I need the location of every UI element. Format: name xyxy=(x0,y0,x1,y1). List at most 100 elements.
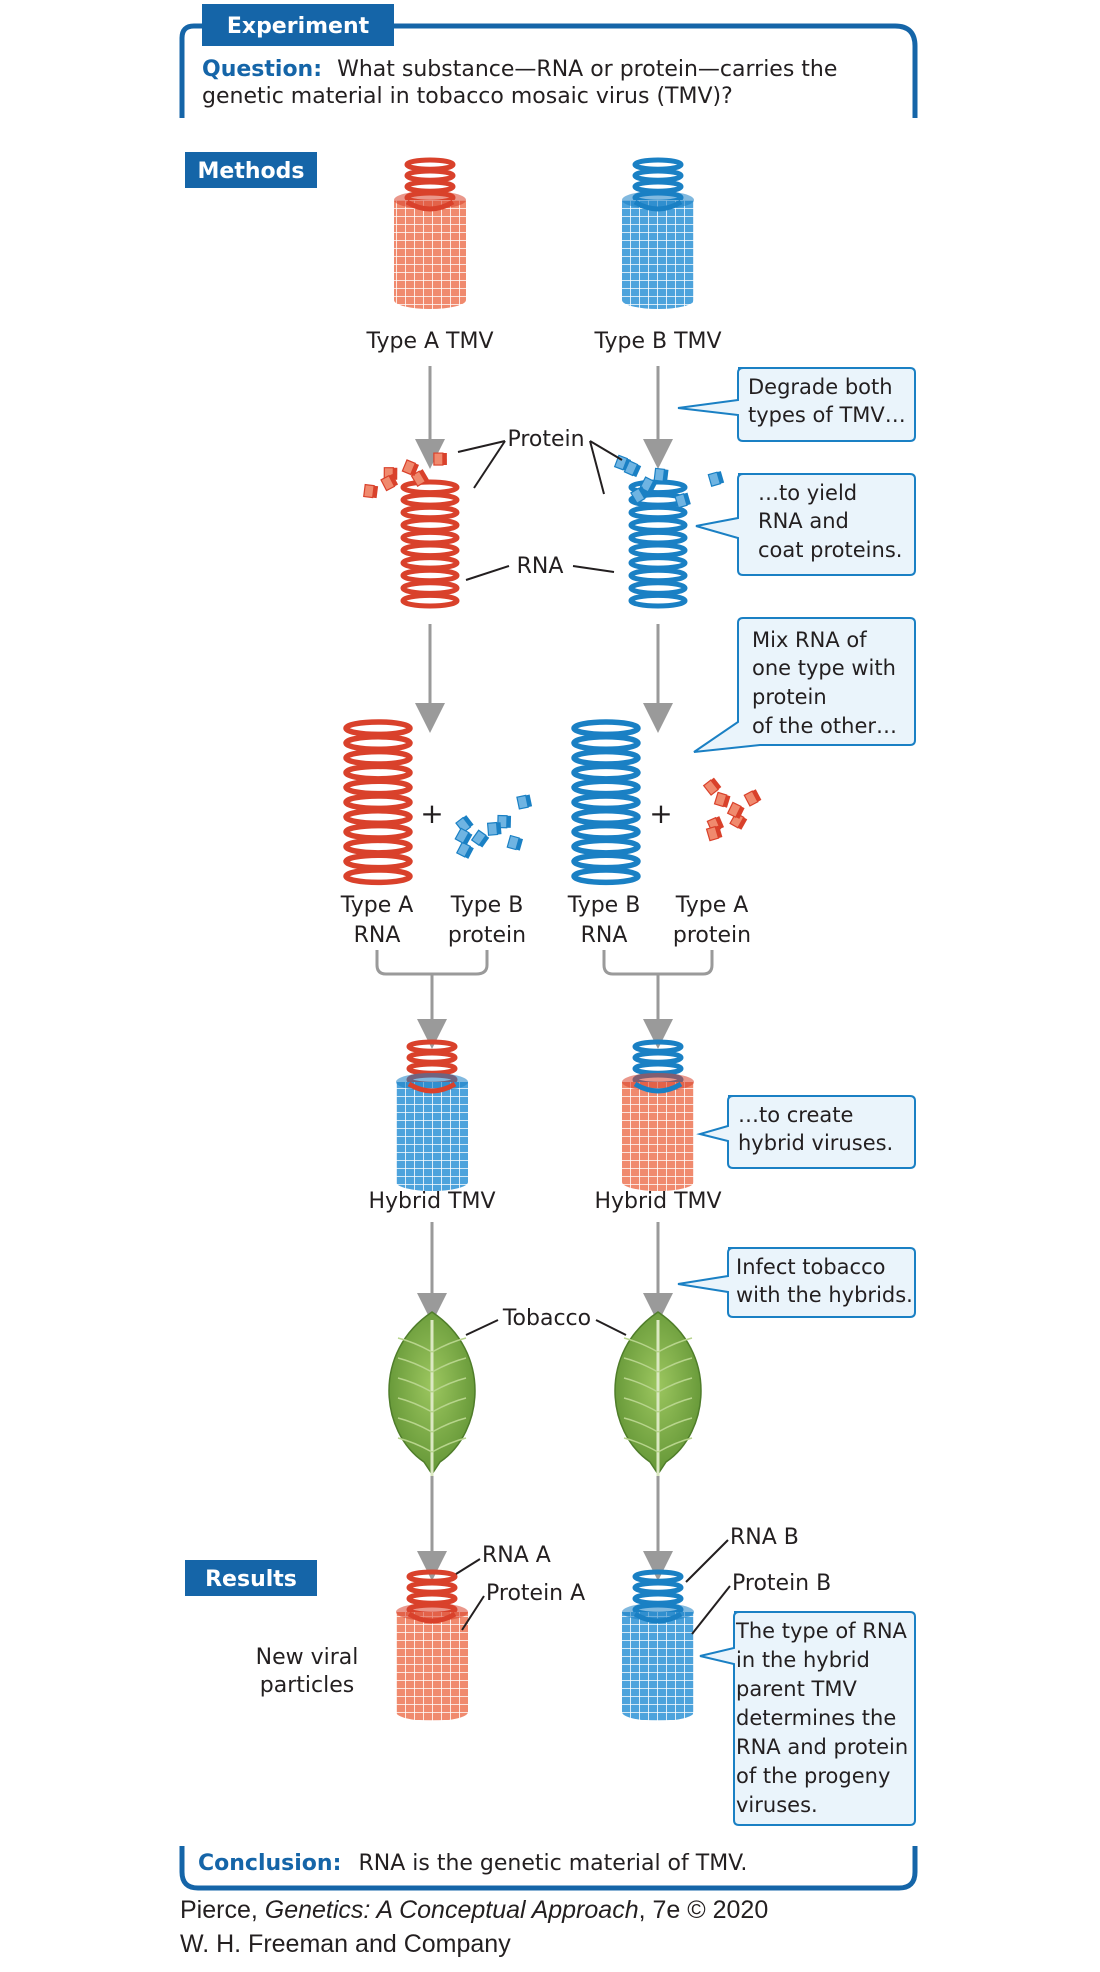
protein-label: Protein xyxy=(507,427,584,452)
leaf-vein xyxy=(623,1397,659,1413)
leaf-vein xyxy=(397,1377,433,1393)
rna-coil-turn xyxy=(632,168,684,183)
rna-coil-turn xyxy=(632,1580,684,1595)
cylinder-top xyxy=(622,1603,694,1621)
callout-mix-line-2: one type with xyxy=(752,656,896,680)
coat-protein-cylinder xyxy=(622,1612,694,1712)
protein-leader-a2 xyxy=(473,440,506,489)
tobacco-leader-b xyxy=(595,1319,627,1336)
rna-coil-turn xyxy=(343,748,413,767)
leaf-vein xyxy=(397,1397,433,1413)
protein-fragment xyxy=(630,486,649,505)
callout-mix-line-4: of the other… xyxy=(752,714,897,738)
rna-coil-turn xyxy=(632,179,684,194)
bracket-right xyxy=(602,950,714,976)
rna-coil-turn xyxy=(343,778,413,797)
credit-author: Pierce, xyxy=(180,1896,265,1924)
rna-coil-turn xyxy=(406,1061,458,1076)
methods-label: Methods xyxy=(198,159,305,184)
rna-coil-turn xyxy=(632,1591,684,1606)
rna-coil-turn xyxy=(400,567,460,584)
mix-label-type-a-2: Type A xyxy=(675,893,749,918)
rna-coil-front xyxy=(633,1081,683,1094)
rna-coil-turn xyxy=(628,592,688,609)
mix-label-protein-1: protein xyxy=(448,923,526,948)
bracket-left xyxy=(375,950,489,976)
rna-coil-turn xyxy=(400,479,460,496)
callout-mix-line-3: protein xyxy=(752,685,827,709)
coat-protein-cylinder xyxy=(396,1612,468,1712)
protein-fragment xyxy=(470,829,490,848)
protein-fragment xyxy=(713,791,731,808)
mix-label-type-a-1: Type A xyxy=(340,893,414,918)
rna-coil-turn xyxy=(628,580,688,596)
conclusion-box: Conclusion: RNA is the genetic material … xyxy=(179,1846,918,1891)
rna-coil-turn xyxy=(343,734,413,752)
callout-yield-line-3: coat proteins. xyxy=(758,538,902,562)
protein-fragment xyxy=(433,452,447,466)
leaf-vein xyxy=(397,1437,433,1453)
callout-result-line-3: parent TMV xyxy=(736,1677,857,1701)
rna-coil-turn xyxy=(343,793,413,812)
cylinder-top xyxy=(622,1073,694,1091)
cylinder-base xyxy=(622,1173,694,1191)
protein-fragment xyxy=(455,815,474,834)
leaf-vein xyxy=(657,1357,693,1373)
type-a-protein-fragments xyxy=(363,452,447,499)
type-b-tmv-virus xyxy=(622,157,694,309)
cylinder-top xyxy=(396,1073,468,1091)
rna-coil-turn xyxy=(406,1580,458,1595)
callout-create-line-2: hybrid viruses. xyxy=(738,1131,893,1155)
credit-line-1: Pierce, Genetics: A Conceptual Approach,… xyxy=(180,1896,768,1925)
leaf-vein xyxy=(657,1337,693,1353)
rna-coil-turn xyxy=(571,793,641,812)
leaf-vein xyxy=(431,1337,467,1353)
rna-coil-turn xyxy=(400,517,460,533)
rna-coil-turn xyxy=(632,157,684,172)
protein-fragment xyxy=(454,827,473,846)
protein-fragment xyxy=(363,483,379,499)
mix-label-rna-1: RNA xyxy=(354,923,401,948)
rna-leader-a xyxy=(465,565,510,581)
cylinder-base xyxy=(622,1703,694,1721)
protein-fragment xyxy=(702,777,722,796)
callout-infect-line-1: Infect tobacco xyxy=(736,1255,886,1279)
protein-fragment xyxy=(486,821,502,836)
callout-infect: Infect tobacco with the hybrids. xyxy=(677,1247,916,1318)
coat-protein-cylinder xyxy=(622,1082,694,1182)
credit-book-title: Genetics: A Conceptual Approach xyxy=(264,1896,639,1924)
callout-result-line-1: The type of RNA xyxy=(735,1619,908,1643)
rna-a-label: RNA A xyxy=(482,1543,551,1568)
protein-fragment xyxy=(401,459,419,476)
leaf-vein xyxy=(657,1377,693,1393)
mix-label-type-b-1: Type B xyxy=(450,893,524,918)
protein-fragment xyxy=(653,467,669,482)
plus-sign-left: + xyxy=(420,797,443,830)
callout-result-line-6: of the progeny xyxy=(736,1764,890,1788)
callout-degrade: Degrade both types of TMV… xyxy=(677,367,916,442)
callout-yield-line-1: …to yield xyxy=(758,481,857,505)
rna-b-leader xyxy=(685,1539,729,1583)
rna-coil-turn xyxy=(571,808,641,826)
rna-label: RNA xyxy=(517,554,564,579)
mix-label-rna-2: RNA xyxy=(581,923,628,948)
cylinder-top xyxy=(622,191,694,209)
leaf-vein xyxy=(397,1337,433,1353)
credit-line-2: W. H. Freeman and Company xyxy=(180,1930,511,1958)
leaf-vein xyxy=(397,1417,433,1433)
question-line-1: Question: What substance—RNA or protein—… xyxy=(202,57,837,82)
protein-b-leader xyxy=(691,1585,731,1635)
callout-result-line-4: determines the xyxy=(736,1706,896,1730)
question-line-2: genetic material in tobacco mosaic virus… xyxy=(202,84,733,109)
callout-create: …to create hybrid viruses. xyxy=(696,1095,916,1169)
conclusion-text: RNA is the genetic material of TMV. xyxy=(358,1851,747,1876)
rna-coil-turn xyxy=(571,852,641,871)
rna-coil-turn xyxy=(406,1039,458,1054)
rna-coil-turn xyxy=(404,179,456,194)
rna-coil-turn xyxy=(628,542,688,559)
protein-fragment xyxy=(743,789,762,807)
rna-coil-turn xyxy=(400,580,460,596)
new-viral-label-1: New viral xyxy=(256,1645,359,1670)
results-label: Results xyxy=(205,1567,297,1592)
protein-fragment xyxy=(707,471,725,487)
